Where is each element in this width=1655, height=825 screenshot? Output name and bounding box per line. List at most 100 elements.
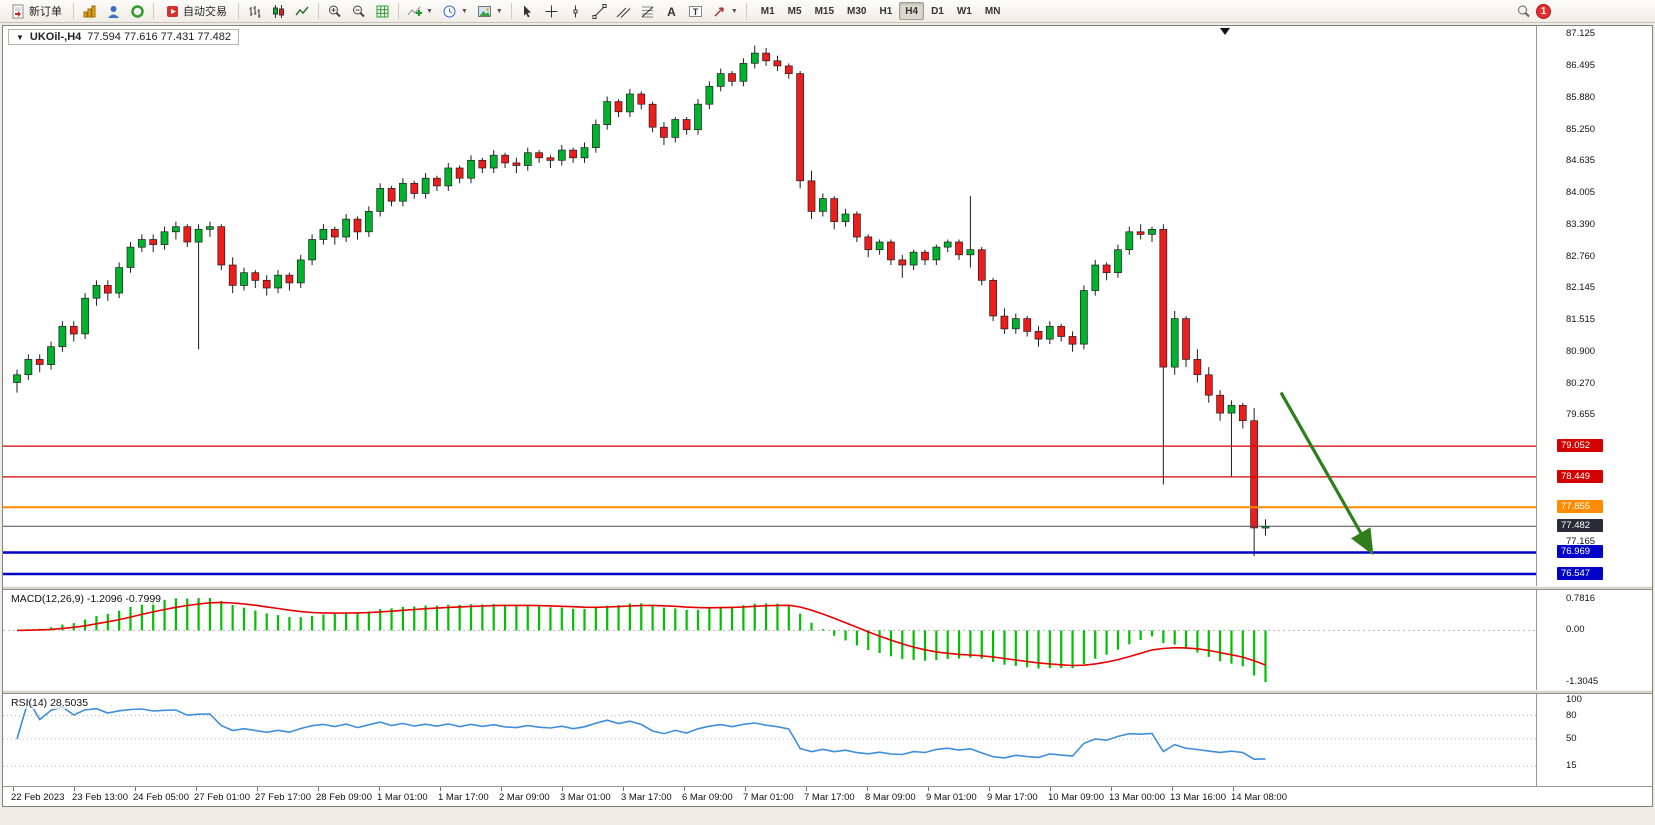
time-axis-label: 27 Feb 01:00 xyxy=(194,792,250,803)
time-axis-tick xyxy=(1172,787,1173,791)
timeframe-MN[interactable]: MN xyxy=(984,5,1001,17)
timeframe-M5[interactable]: M5 xyxy=(787,5,802,17)
toolbar-separator xyxy=(238,3,239,19)
time-axis-tick xyxy=(806,787,807,791)
time-marker-icon xyxy=(1220,28,1230,35)
grid-button[interactable] xyxy=(371,1,394,21)
zoom-out-button[interactable] xyxy=(347,1,370,21)
auto-trading-button[interactable]: 自动交易 xyxy=(158,1,234,21)
template-icon xyxy=(477,5,491,17)
zoom-in-button[interactable] xyxy=(323,1,346,21)
time-axis-label: 7 Mar 17:00 xyxy=(804,792,855,803)
vertical-line-tool-button[interactable] xyxy=(564,1,587,21)
time-axis-label: 9 Mar 17:00 xyxy=(987,792,1038,803)
chart-title-box[interactable]: ▼ UKOil-,H4 77.594 77.616 77.431 77.482 xyxy=(8,29,240,45)
time-axis-tick xyxy=(562,787,563,791)
new-chart-button[interactable] xyxy=(78,1,101,21)
timeframe-H4[interactable]: H4 xyxy=(899,2,925,20)
timeframe-H1[interactable]: H1 xyxy=(879,5,893,17)
cursor-icon xyxy=(523,5,531,17)
price-axis[interactable]: 87.125 86.495 85.880 85.250 84.635 84.005 83.3… xyxy=(1536,26,1652,786)
line-chart-mode-button[interactable] xyxy=(291,1,314,21)
text-icon: A xyxy=(667,5,676,19)
arrows-tool-button[interactable]: ▼ xyxy=(708,1,742,21)
clock-icon xyxy=(443,5,456,17)
time-axis-tick xyxy=(196,787,197,791)
panel-divider[interactable] xyxy=(3,690,1652,694)
time-axis-tick xyxy=(745,787,746,791)
rsi-panel[interactable] xyxy=(3,694,1536,786)
bar-chart-mode-icon xyxy=(249,5,261,18)
templates-button[interactable]: ▼ xyxy=(473,1,507,21)
toolbar-separator xyxy=(398,3,399,19)
notification-badge[interactable]: 1 xyxy=(1536,3,1551,19)
cursor-tool-button[interactable] xyxy=(516,1,539,21)
rsi-svg xyxy=(3,697,1536,767)
price-axis-label: 87.125 xyxy=(1566,28,1596,39)
data-window-button[interactable] xyxy=(126,1,149,21)
dropdown-caret-icon: ▼ xyxy=(730,7,738,15)
toolbar-separator xyxy=(745,3,747,19)
new-order-button[interactable]: 新订单 xyxy=(4,1,69,21)
label-tool-button[interactable]: T xyxy=(684,1,707,21)
time-axis-tick xyxy=(684,787,685,791)
crosshair-icon xyxy=(545,5,558,17)
price-axis-label: 80.270 xyxy=(1566,377,1596,389)
toolbar-separator xyxy=(73,3,74,19)
arrows-icon xyxy=(714,6,724,17)
dropdown-caret-icon: ▼ xyxy=(426,7,433,15)
timeframe-W1[interactable]: W1 xyxy=(956,5,972,17)
time-axis-tick xyxy=(13,787,14,791)
panel-divider[interactable] xyxy=(3,586,1652,590)
price-tag: 77.482 xyxy=(1557,519,1603,533)
periods-button[interactable]: ▼ xyxy=(438,1,472,21)
price-axis-label: 100 xyxy=(1566,694,1582,705)
toolbar-separator xyxy=(510,3,512,19)
main-chart-area[interactable] xyxy=(3,26,1536,586)
price-axis-label: 15 xyxy=(1566,760,1577,772)
grid-icon xyxy=(376,5,389,17)
price-axis-label: 80.900 xyxy=(1566,345,1596,357)
vertical-line-icon xyxy=(573,5,578,17)
timeframe-D1[interactable]: D1 xyxy=(931,5,944,17)
indicators-button[interactable]: ▼ xyxy=(403,1,437,21)
candlestick-mode-button[interactable] xyxy=(267,1,290,21)
timeframe-M15[interactable]: M15 xyxy=(814,5,835,17)
time-axis[interactable]: 22 Feb 2023 23 Feb 13:00 24 Feb 05:00 27 Fe… xyxy=(3,786,1652,806)
trend-arrow xyxy=(1279,391,1374,556)
toolbar: 新订单 自动交易 ▼ ▼ ▼ xyxy=(0,0,1655,23)
time-axis-label: 6 Mar 09:00 xyxy=(682,792,733,803)
channel-tool-button[interactable] xyxy=(612,1,635,21)
line-chart-mode-icon xyxy=(295,6,309,15)
chart-dropdown-icon[interactable]: ▼ xyxy=(16,32,24,42)
bar-chart-mode-button[interactable] xyxy=(243,1,266,21)
timeframe-M30[interactable]: M30 xyxy=(847,5,867,17)
svg-text:A: A xyxy=(667,5,676,19)
price-axis-label: 84.005 xyxy=(1566,187,1596,199)
profiles-button[interactable] xyxy=(102,1,125,21)
macd-label: MACD(12,26,9) -1.2096 -0.7999 xyxy=(9,593,163,605)
crosshair-tool-button[interactable] xyxy=(540,1,563,21)
timeframe-M1[interactable]: M1 xyxy=(760,5,775,17)
time-axis-tick xyxy=(1233,787,1234,791)
channel-icon xyxy=(616,7,631,18)
time-axis-label: 10 Mar 09:00 xyxy=(1048,792,1104,803)
macd-svg xyxy=(3,598,1536,682)
price-tag: 78.449 xyxy=(1557,469,1603,483)
time-axis-label: 22 Feb 2023 xyxy=(11,792,65,803)
time-axis-tick xyxy=(1111,787,1112,791)
dropdown-caret-icon: ▼ xyxy=(495,7,503,15)
text-tool-button[interactable]: A xyxy=(660,1,683,21)
search-button[interactable] xyxy=(1512,1,1535,21)
price-axis-label: 82.760 xyxy=(1566,250,1596,262)
search-icon xyxy=(1518,5,1530,17)
time-axis-tick xyxy=(74,787,75,791)
time-axis-tick xyxy=(867,787,868,791)
macd-panel[interactable] xyxy=(3,590,1536,690)
fibonacci-tool-button[interactable] xyxy=(636,1,659,21)
trendline-tool-button[interactable] xyxy=(588,1,611,21)
price-axis-label: 80 xyxy=(1566,709,1577,721)
time-axis-label: 3 Mar 17:00 xyxy=(621,792,672,803)
time-axis-label: 24 Feb 05:00 xyxy=(133,792,189,803)
time-axis-label: 7 Mar 01:00 xyxy=(743,792,794,803)
